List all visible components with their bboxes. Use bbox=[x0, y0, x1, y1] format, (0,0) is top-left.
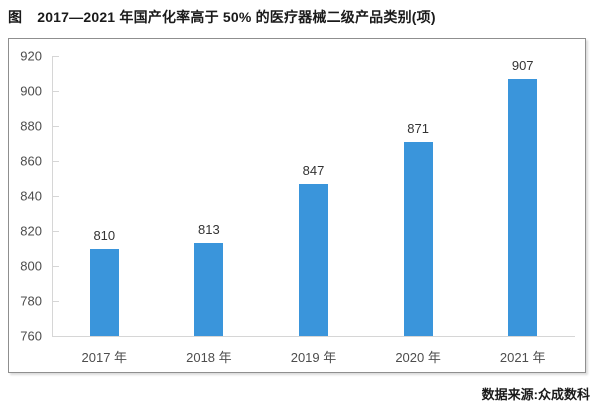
y-axis-tick-label: 800 bbox=[20, 258, 42, 274]
bar-0 bbox=[89, 248, 119, 336]
chart-title: 图 2017—2021 年国产化率高于 50% 的医疗器械二级产品类别(项) bbox=[8, 7, 436, 27]
y-axis-tick bbox=[52, 336, 59, 337]
y-axis-tick-label: 840 bbox=[20, 188, 42, 204]
x-axis-category-label: 2021 年 bbox=[499, 350, 546, 365]
bar-4 bbox=[508, 78, 538, 336]
data-source: 数据来源:众成数科 bbox=[481, 387, 590, 402]
y-axis-tick-label: 760 bbox=[20, 328, 42, 344]
bar-2 bbox=[299, 183, 328, 336]
y-axis-tick-label: 920 bbox=[20, 48, 42, 64]
chart-title-prefix: 图 bbox=[8, 9, 23, 25]
plot-area: 760 780 800 820 840 860 880 900 920 810 2017 年 813 2… bbox=[9, 39, 585, 372]
x-axis-category-label: 2020 年 bbox=[395, 350, 441, 365]
y-axis-tick bbox=[52, 301, 59, 302]
y-axis-tick bbox=[52, 231, 59, 232]
y-axis-tick-label: 880 bbox=[20, 118, 42, 134]
x-axis-line bbox=[52, 336, 575, 337]
bar-value-label: 847 bbox=[302, 162, 325, 178]
x-axis-category-label: 2018 年 bbox=[186, 350, 232, 365]
bar-value-label: 871 bbox=[407, 120, 429, 136]
y-axis-tick-label: 860 bbox=[20, 153, 42, 169]
bar-value-label: 813 bbox=[198, 222, 220, 238]
y-axis-tick bbox=[52, 126, 59, 127]
bar-1 bbox=[194, 243, 224, 336]
y-axis-tick bbox=[52, 56, 59, 57]
y-axis-tick bbox=[52, 91, 59, 92]
y-axis-tick bbox=[52, 196, 59, 197]
bar-value-label: 810 bbox=[93, 227, 116, 243]
chart-frame: 760 780 800 820 840 860 880 900 920 810 2017 年 813 2… bbox=[8, 38, 586, 373]
y-axis-tick-label: 820 bbox=[20, 223, 42, 239]
x-axis-category-label: 2019 年 bbox=[290, 350, 337, 365]
x-axis-category-label: 2017 年 bbox=[81, 350, 128, 365]
chart-title-text: 2017—2021 年国产化率高于 50% 的医疗器械二级产品类别(项) bbox=[37, 9, 436, 25]
y-axis-tick bbox=[52, 266, 59, 267]
bar-3 bbox=[403, 141, 433, 336]
y-axis-tick bbox=[52, 161, 59, 162]
y-axis-tick-label: 780 bbox=[20, 293, 42, 309]
y-axis-tick-label: 900 bbox=[20, 83, 42, 99]
bar-value-label: 907 bbox=[511, 57, 534, 73]
